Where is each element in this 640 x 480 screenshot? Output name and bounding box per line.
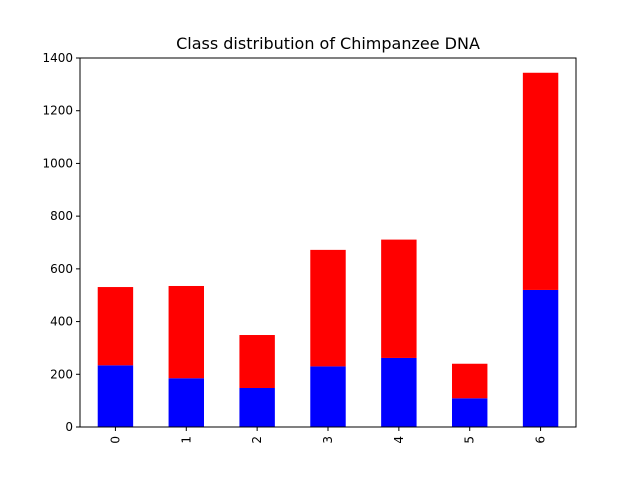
bar-1-series-1 xyxy=(168,285,204,379)
chart-title: Class distribution of Chimpanzee DNA xyxy=(176,34,480,53)
x-tick-label-0: 0 xyxy=(108,436,122,444)
x-tick-label-3: 3 xyxy=(321,436,335,444)
y-tick-label-600: 600 xyxy=(50,262,73,276)
y-tick-label-200: 200 xyxy=(50,367,73,381)
bar-3-series-1 xyxy=(310,249,346,367)
bar-3-series-0 xyxy=(310,366,346,427)
bar-2-series-0 xyxy=(239,387,275,427)
bar-6-series-0 xyxy=(522,289,559,427)
x-tick-label-5: 5 xyxy=(463,436,477,444)
x-tick-label-1: 1 xyxy=(179,436,193,444)
y-tick-label-400: 400 xyxy=(50,315,73,329)
bar-4-series-0 xyxy=(381,357,417,427)
bar-5-series-0 xyxy=(452,398,488,427)
y-axis: 0 200 400 600 800 1000 1200 1400 xyxy=(42,51,80,434)
bar-6-series-1 xyxy=(522,72,559,290)
y-tick-label-0: 0 xyxy=(65,420,73,434)
y-tick-label-1200: 1200 xyxy=(42,104,73,118)
plot-frame xyxy=(79,57,577,428)
bars-group xyxy=(97,72,559,427)
bar-1-series-0 xyxy=(168,378,204,427)
x-tick-label-6: 6 xyxy=(534,436,548,444)
x-tick-label-2: 2 xyxy=(250,436,264,444)
bar-5-series-1 xyxy=(452,363,488,399)
y-tick-label-1400: 1400 xyxy=(42,51,73,65)
bar-2-series-1 xyxy=(239,335,275,388)
bar-0-series-1 xyxy=(97,287,134,366)
y-tick-label-800: 800 xyxy=(50,209,73,223)
bar-4-series-1 xyxy=(381,239,417,358)
x-tick-label-4: 4 xyxy=(392,436,406,444)
y-tick-label-1000: 1000 xyxy=(42,156,73,170)
bar-0-series-0 xyxy=(97,365,134,427)
x-axis: 0 1 2 3 4 5 6 xyxy=(108,427,548,444)
